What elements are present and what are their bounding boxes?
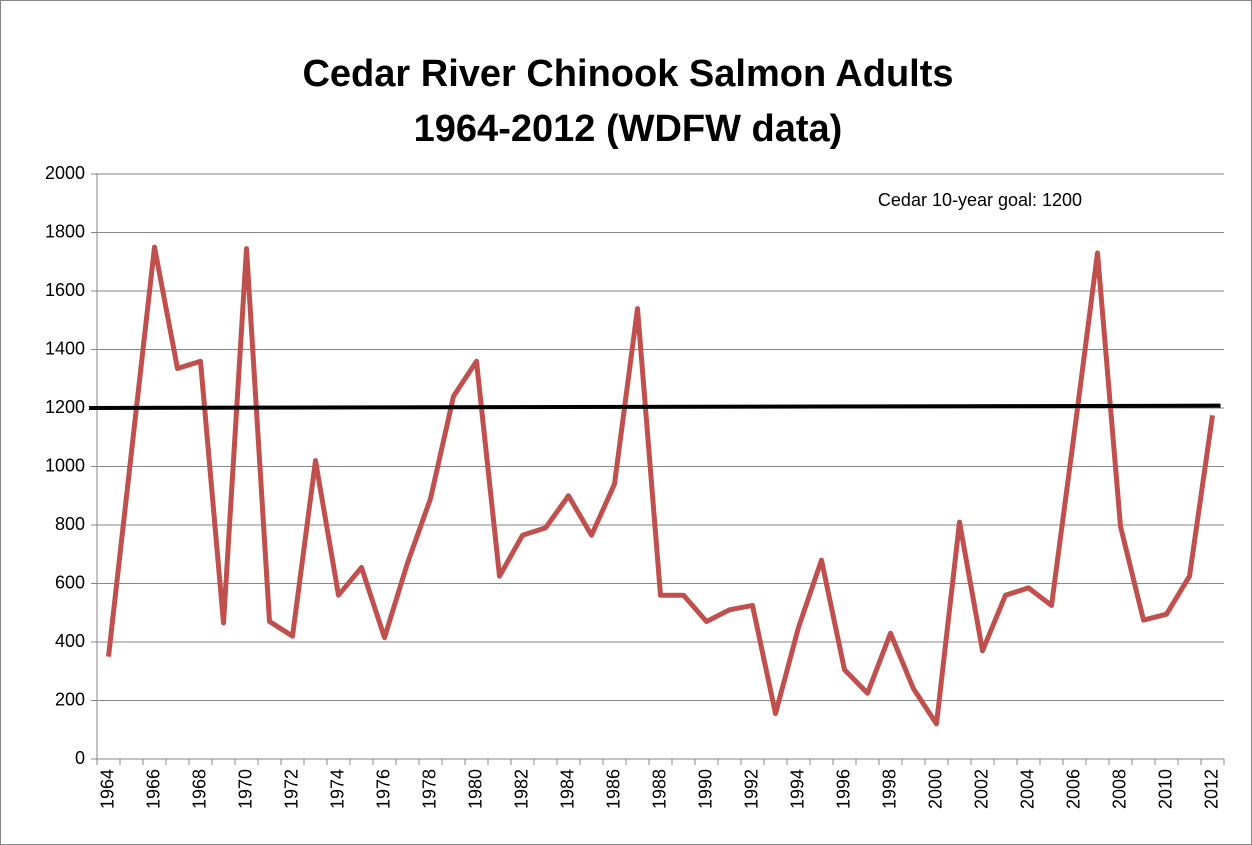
- x-tick-label: 1980: [465, 769, 485, 809]
- data-line: [106, 244, 1215, 727]
- x-tick-label: 1966: [143, 769, 163, 809]
- y-tick-label: 1200: [45, 397, 85, 417]
- x-tick-label: 1994: [787, 769, 807, 809]
- x-tick-label: 2010: [1155, 769, 1175, 809]
- y-tick-label: 800: [55, 514, 85, 534]
- goal-line: [88, 403, 1221, 410]
- x-tick-label: 1998: [879, 769, 899, 809]
- y-tick-label: 400: [55, 631, 85, 651]
- y-tick-label: 1800: [45, 221, 85, 241]
- y-tick-label: 2000: [45, 163, 85, 183]
- y-tick-label: 0: [75, 748, 85, 768]
- x-tick-label: 2000: [925, 769, 945, 809]
- x-tick-label: 2012: [1201, 769, 1221, 809]
- x-tick-label: 1970: [235, 769, 255, 809]
- chart-title: Cedar River Chinook Salmon Adults: [302, 53, 953, 95]
- x-tick-label: 1986: [603, 769, 623, 809]
- y-tick-label: 1400: [45, 338, 85, 358]
- x-tick-label: 1976: [373, 769, 393, 809]
- x-tick-label: 1964: [97, 769, 117, 809]
- x-tick-label: 1996: [833, 769, 853, 809]
- y-tick-label: 200: [55, 689, 85, 709]
- x-tick-label: 2004: [1017, 769, 1037, 809]
- y-tick-label: 600: [55, 572, 85, 592]
- x-tick-label: 2008: [1109, 769, 1129, 809]
- x-tick-label: 1974: [327, 769, 347, 809]
- chart-title: 1964-2012 (WDFW data): [414, 108, 843, 150]
- x-tick-label: 1982: [511, 769, 531, 809]
- x-tick-label: 1984: [557, 769, 577, 809]
- annotation: Cedar 10-year goal: 1200: [878, 190, 1082, 210]
- x-tick-label: 1990: [695, 769, 715, 809]
- x-tick-label: 1972: [281, 769, 301, 809]
- y-tick-label: 1000: [45, 455, 85, 475]
- x-tick-label: 2006: [1063, 769, 1083, 809]
- x-tick-label: 2002: [971, 769, 991, 809]
- x-tick-label: 1968: [189, 769, 209, 809]
- x-tick-label: 1988: [649, 769, 669, 809]
- y-tick-label: 1600: [45, 280, 85, 300]
- x-tick-label: 1978: [419, 769, 439, 809]
- x-tick-label: 1992: [741, 769, 761, 809]
